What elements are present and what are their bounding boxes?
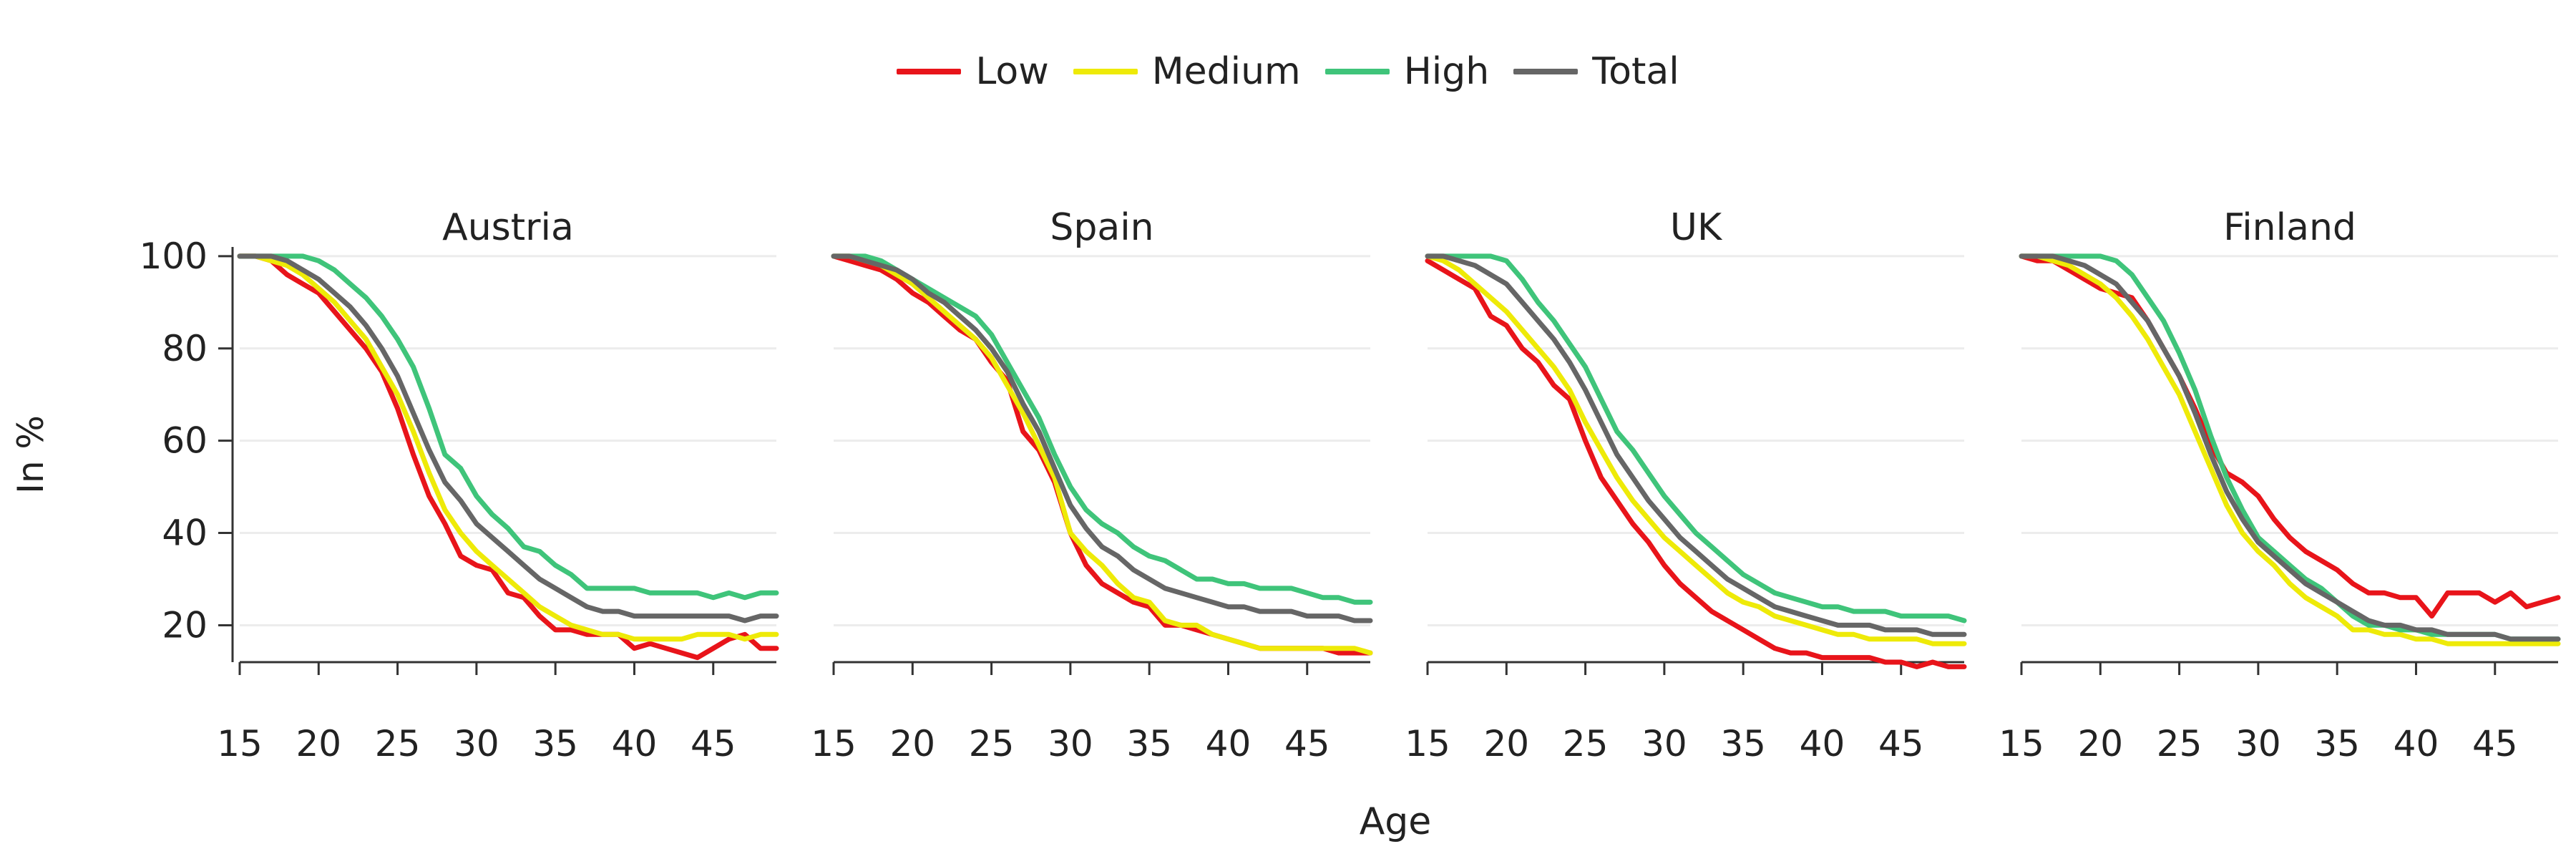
y-tick-label-100: 100 <box>140 236 208 277</box>
x-tick-label-uk-15: 15 <box>1405 723 1450 765</box>
panel-title-austria: Austria <box>442 206 574 249</box>
x-tick-label-finland-20: 20 <box>2077 723 2123 765</box>
legend-item-total: Total <box>1513 50 1679 93</box>
series-line-finland-total <box>2019 253 2561 642</box>
series-line-spain-high <box>831 253 1373 605</box>
panel-title-uk: UK <box>1670 206 1723 249</box>
x-tick-label-austria-15: 15 <box>217 723 263 765</box>
legend-item-high: High <box>1324 50 1490 93</box>
x-tick-label-spain-35: 35 <box>1126 723 1172 765</box>
series-line-spain-low <box>831 253 1373 656</box>
panel-title-finland: Finland <box>2223 206 2356 249</box>
x-tick-label-austria-45: 45 <box>691 723 736 765</box>
x-tick-label-spain-45: 45 <box>1284 723 1330 765</box>
x-tick-label-finland-35: 35 <box>2314 723 2360 765</box>
x-tick-label-spain-40: 40 <box>1206 723 1252 765</box>
legend-label-high: High <box>1403 50 1490 93</box>
x-tick-label-spain-15: 15 <box>811 723 857 765</box>
x-tick-label-finland-25: 25 <box>2157 723 2202 765</box>
series-line-finland-medium <box>2019 253 2561 646</box>
x-tick-label-spain-25: 25 <box>969 723 1015 765</box>
legend-swatch-medium <box>1073 69 1138 74</box>
y-axis-label: In % <box>10 415 52 494</box>
series-line-austria-high <box>237 253 779 601</box>
legend-label-low: Low <box>975 50 1049 93</box>
series-line-uk-high <box>1425 253 1967 623</box>
panel-title-spain: Spain <box>1050 206 1153 249</box>
legend-item-medium: Medium <box>1073 50 1301 93</box>
x-tick-label-spain-30: 30 <box>1048 723 1093 765</box>
x-tick-label-austria-40: 40 <box>612 723 658 765</box>
x-tick-label-spain-20: 20 <box>889 723 935 765</box>
x-tick-label-finland-40: 40 <box>2394 723 2439 765</box>
x-tick-label-uk-35: 35 <box>1720 723 1766 765</box>
x-tick-label-uk-25: 25 <box>1563 723 1609 765</box>
x-tick-label-uk-20: 20 <box>1483 723 1529 765</box>
y-tick-label-80: 80 <box>162 328 208 369</box>
series-line-austria-medium <box>237 253 779 642</box>
y-tick-label-20: 20 <box>162 604 208 646</box>
series-line-uk-low <box>1425 258 1967 669</box>
chart-legend: Low Medium High Total <box>0 43 2576 100</box>
series-line-spain-medium <box>831 253 1373 656</box>
x-tick-label-finland-15: 15 <box>1999 723 2044 765</box>
y-tick-label-60: 60 <box>162 420 208 462</box>
x-tick-label-austria-35: 35 <box>532 723 578 765</box>
legend-label-total: Total <box>1592 50 1679 93</box>
legend-item-low: Low <box>897 50 1049 93</box>
legend-swatch-high <box>1324 69 1390 74</box>
y-tick-label-40: 40 <box>162 513 208 554</box>
series-line-uk-total <box>1425 253 1967 637</box>
x-tick-label-uk-45: 45 <box>1878 723 1924 765</box>
x-tick-label-uk-40: 40 <box>1800 723 1845 765</box>
x-tick-label-austria-20: 20 <box>296 723 341 765</box>
series-line-austria-low <box>237 253 779 661</box>
legend-swatch-total <box>1513 69 1579 74</box>
legend-swatch-low <box>897 69 962 74</box>
x-tick-label-uk-30: 30 <box>1641 723 1687 765</box>
series-line-spain-total <box>831 253 1373 623</box>
series-line-austria-total <box>237 253 779 623</box>
legend-label-medium: Medium <box>1151 50 1301 93</box>
x-tick-label-austria-25: 25 <box>375 723 421 765</box>
series-line-uk-medium <box>1425 253 1967 646</box>
x-tick-label-finland-30: 30 <box>2235 723 2281 765</box>
x-axis-label: Age <box>1360 800 1432 843</box>
x-tick-label-austria-30: 30 <box>454 723 499 765</box>
x-tick-label-finland-45: 45 <box>2472 723 2518 765</box>
